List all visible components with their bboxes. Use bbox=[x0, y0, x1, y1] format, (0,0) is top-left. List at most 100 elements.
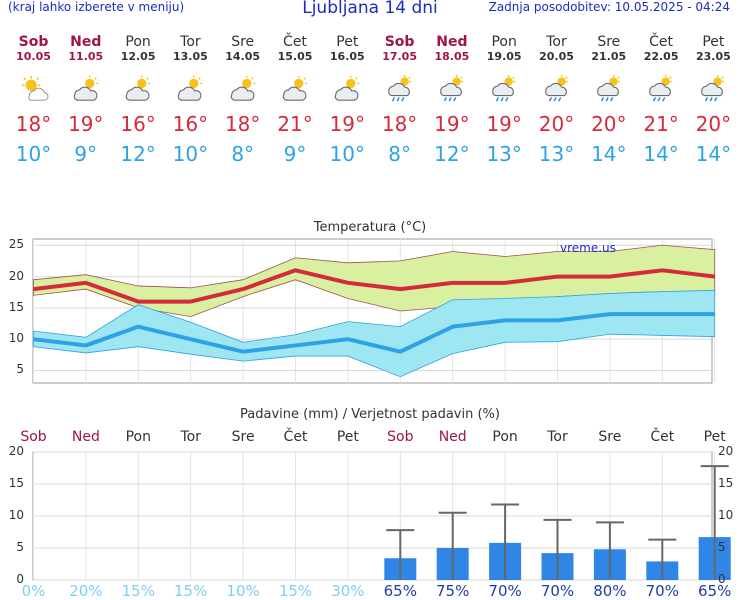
temp-max: 18° bbox=[224, 112, 261, 136]
temp-max: 19° bbox=[68, 112, 104, 136]
day-date: 18.05 bbox=[434, 50, 470, 63]
temp-max: 19° bbox=[486, 112, 522, 136]
precip-y-tick-left: 0 bbox=[16, 572, 24, 586]
day-date: 19.05 bbox=[486, 50, 522, 63]
day-name: Sre bbox=[231, 34, 255, 50]
day-name: Ned bbox=[70, 34, 102, 50]
rain-sun-icon bbox=[649, 75, 673, 102]
page-title: Ljubljana 14 dni bbox=[302, 0, 438, 18]
temp-max: 20° bbox=[695, 112, 732, 136]
precip-day-label: Tor bbox=[547, 429, 568, 445]
temp-y-tick: 25 bbox=[8, 237, 24, 252]
day-name: Pet bbox=[336, 34, 359, 50]
rain-sun-icon bbox=[440, 75, 464, 102]
day-name: Tor bbox=[546, 34, 567, 50]
temp-min: 14° bbox=[695, 142, 732, 166]
day-date: 12.05 bbox=[120, 50, 156, 63]
cloudy-sun-icon bbox=[335, 75, 360, 101]
temp-max: 18° bbox=[381, 112, 418, 136]
precip-day-label: Pet bbox=[703, 429, 726, 445]
precip-y-tick-right: 20 bbox=[718, 444, 734, 458]
precip-probability: 0% bbox=[21, 582, 46, 600]
precip-y-tick-right: 0 bbox=[718, 572, 726, 586]
location-menu-hint: (kraj lahko izberete v meniju) bbox=[8, 0, 185, 14]
tmax-line bbox=[33, 268, 715, 304]
day-date: 14.05 bbox=[225, 50, 261, 63]
precip-probability: 65% bbox=[698, 582, 732, 600]
precip-probability: 70% bbox=[488, 582, 522, 600]
cloudy-sun-icon bbox=[178, 75, 203, 101]
precip-day-label: Sre bbox=[231, 429, 255, 445]
precip-day-label: Ned bbox=[71, 429, 100, 445]
precip-day-label: Pon bbox=[492, 429, 518, 445]
day-name: Pet bbox=[702, 34, 725, 50]
precip-probability: 75% bbox=[436, 582, 470, 600]
rain-sun-icon bbox=[701, 75, 725, 102]
day-date: 20.05 bbox=[539, 50, 574, 63]
precip-day-label: Tor bbox=[180, 429, 201, 445]
rain-sun-icon bbox=[492, 75, 516, 102]
day-name: Sre bbox=[597, 34, 621, 50]
precip-y-tick-left: 5 bbox=[16, 540, 24, 554]
temp-max: 20° bbox=[591, 112, 627, 136]
rain-sun-icon bbox=[544, 75, 568, 102]
temp-min: 8° bbox=[231, 142, 255, 166]
temp-max: 16° bbox=[120, 112, 156, 136]
day-name: Čet bbox=[283, 34, 307, 50]
precip-day-label: Ned bbox=[438, 429, 467, 445]
day-date: 16.05 bbox=[329, 50, 365, 63]
precip-probability: 80% bbox=[593, 582, 627, 600]
temp-min: 10° bbox=[172, 142, 209, 166]
precip-y-tick-left: 10 bbox=[8, 508, 24, 522]
precip-probability: 10% bbox=[226, 582, 260, 600]
day-date: 10.05 bbox=[16, 50, 51, 63]
cloudy-sun-icon bbox=[125, 75, 151, 101]
precip-probability: 15% bbox=[121, 582, 155, 600]
precip-day-label: Sob bbox=[387, 429, 414, 445]
watermark: vreme.us bbox=[560, 241, 616, 255]
day-name: Pon bbox=[491, 34, 517, 50]
precip-y-tick-right: 15 bbox=[718, 476, 734, 490]
precip-probability: 20% bbox=[69, 582, 103, 600]
day-name: Sob bbox=[18, 34, 49, 50]
temp-min: 8° bbox=[388, 142, 411, 166]
temp-min: 14° bbox=[591, 142, 627, 166]
precip-day-label: Sob bbox=[20, 429, 47, 445]
precip-probability: 15% bbox=[174, 582, 208, 600]
precip-probability: 30% bbox=[331, 582, 365, 600]
temp-min: 14° bbox=[643, 142, 679, 166]
day-date: 15.05 bbox=[277, 50, 313, 63]
temp-y-tick: 5 bbox=[16, 362, 24, 377]
day-name: Čet bbox=[649, 34, 674, 50]
temp-max: 20° bbox=[538, 112, 575, 136]
temp-min: 13° bbox=[538, 142, 575, 166]
temp-y-tick: 20 bbox=[8, 268, 24, 283]
temp-max: 16° bbox=[172, 112, 209, 136]
day-date: 11.05 bbox=[68, 50, 104, 63]
cloudy-sun-icon bbox=[282, 75, 308, 101]
day-name: Sob bbox=[384, 34, 415, 50]
rain-sun-icon bbox=[387, 75, 411, 102]
temp-y-tick: 15 bbox=[8, 299, 24, 314]
day-date: 22.05 bbox=[643, 50, 679, 63]
temp-min: 12° bbox=[120, 142, 156, 166]
cloudy-sun-icon bbox=[73, 75, 98, 101]
temp-y-tick: 10 bbox=[8, 331, 24, 346]
day-date: 13.05 bbox=[172, 50, 208, 63]
temp-min: 10° bbox=[15, 142, 52, 166]
precip-probability: 70% bbox=[645, 582, 679, 600]
precip-day-label: Čet bbox=[650, 429, 675, 445]
temp-max: 21° bbox=[277, 112, 313, 136]
precip-day-label: Pon bbox=[125, 429, 151, 445]
last-update: Zadnja posodobitev: 10.05.2025 - 04:24 bbox=[488, 0, 730, 14]
precip-probability: 15% bbox=[278, 582, 313, 600]
precip-day-label: Sre bbox=[598, 429, 622, 445]
precip-probability: 70% bbox=[540, 582, 575, 600]
day-date: 17.05 bbox=[382, 50, 417, 63]
temp-max: 21° bbox=[643, 112, 679, 136]
tmin-range-band bbox=[33, 289, 716, 378]
temp-min: 12° bbox=[434, 142, 470, 166]
temp-min: 10° bbox=[329, 142, 366, 166]
precip-y-tick-left: 20 bbox=[8, 444, 24, 458]
